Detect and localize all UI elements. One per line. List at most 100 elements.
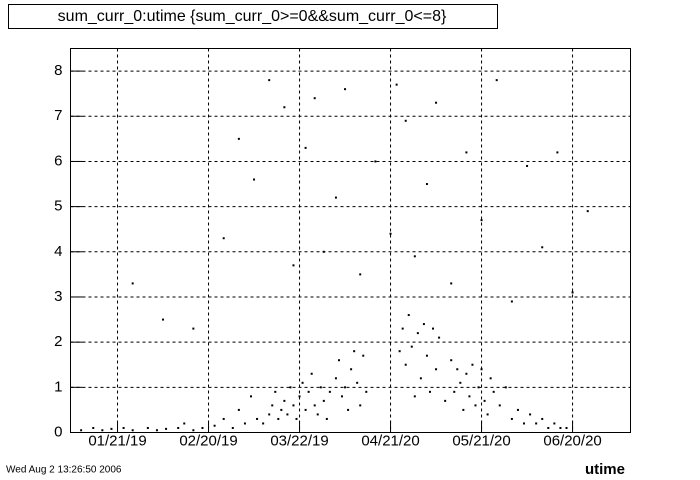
point: [450, 359, 453, 362]
x-tick-label: 02/20/19: [179, 432, 237, 449]
point: [322, 250, 325, 253]
x-tick-label: 05/21/20: [452, 432, 510, 449]
point: [465, 372, 468, 375]
point: [510, 417, 513, 420]
point: [231, 426, 234, 429]
point: [416, 332, 419, 335]
point: [344, 386, 347, 389]
point: [586, 210, 589, 213]
point: [334, 377, 337, 380]
point: [504, 386, 507, 389]
point: [462, 408, 465, 411]
point: [486, 413, 489, 416]
point: [547, 426, 550, 429]
point: [389, 232, 392, 235]
point: [571, 291, 574, 294]
point: [295, 417, 298, 420]
point: [413, 255, 416, 258]
point: [526, 164, 529, 167]
point: [465, 151, 468, 154]
point: [122, 426, 125, 429]
point: [92, 426, 95, 429]
point: [456, 368, 459, 371]
point: [398, 350, 401, 353]
point: [498, 404, 501, 407]
y-tick-label: 7: [54, 107, 62, 124]
point: [301, 381, 304, 384]
point: [192, 429, 195, 432]
point: [165, 427, 168, 430]
point: [268, 413, 271, 416]
point: [459, 381, 462, 384]
point: [325, 417, 328, 420]
point: [529, 413, 532, 416]
point: [480, 219, 483, 222]
point: [410, 345, 413, 348]
point: [365, 390, 368, 393]
y-tick-label: 3: [54, 288, 62, 305]
point: [322, 399, 325, 402]
x-tick-label: 03/22/19: [270, 432, 328, 449]
point: [425, 183, 428, 186]
point: [483, 399, 486, 402]
point: [304, 146, 307, 149]
point: [192, 327, 195, 330]
point: [413, 395, 416, 398]
point: [307, 390, 310, 393]
point: [432, 327, 435, 330]
point: [274, 390, 277, 393]
point: [146, 426, 149, 429]
point: [438, 336, 441, 339]
point: [492, 390, 495, 393]
point: [292, 264, 295, 267]
point: [477, 386, 480, 389]
point: [404, 363, 407, 366]
point: [131, 429, 134, 432]
point: [553, 422, 556, 425]
point: [565, 426, 568, 429]
point: [468, 395, 471, 398]
point: [556, 151, 559, 154]
x-tick-label: 04/21/20: [361, 432, 419, 449]
y-tick-label: 5: [54, 198, 62, 215]
point: [177, 426, 180, 429]
point: [292, 404, 295, 407]
point: [344, 88, 347, 91]
point: [559, 426, 562, 429]
point: [256, 417, 259, 420]
point: [404, 119, 407, 122]
point: [359, 273, 362, 276]
point: [359, 404, 362, 407]
point: [422, 323, 425, 326]
point: [453, 390, 456, 393]
point: [356, 381, 359, 384]
point: [489, 377, 492, 380]
y-tick-label: 8: [54, 62, 62, 79]
point: [277, 417, 280, 420]
point: [155, 429, 158, 432]
point: [80, 429, 83, 432]
point: [289, 386, 292, 389]
point: [419, 377, 422, 380]
point: [435, 101, 438, 104]
point: [516, 408, 519, 411]
point: [283, 399, 286, 402]
point: [313, 97, 316, 100]
point: [298, 395, 301, 398]
point: [253, 178, 256, 181]
point: [435, 368, 438, 371]
point: [249, 395, 252, 398]
point: [444, 399, 447, 402]
point: [374, 160, 377, 163]
point: [304, 408, 307, 411]
point: [286, 413, 289, 416]
point: [243, 422, 246, 425]
point: [237, 408, 240, 411]
y-tick-label: 6: [54, 152, 62, 169]
point: [310, 372, 313, 375]
point: [222, 237, 225, 240]
point: [313, 404, 316, 407]
y-tick-label: 2: [54, 333, 62, 350]
